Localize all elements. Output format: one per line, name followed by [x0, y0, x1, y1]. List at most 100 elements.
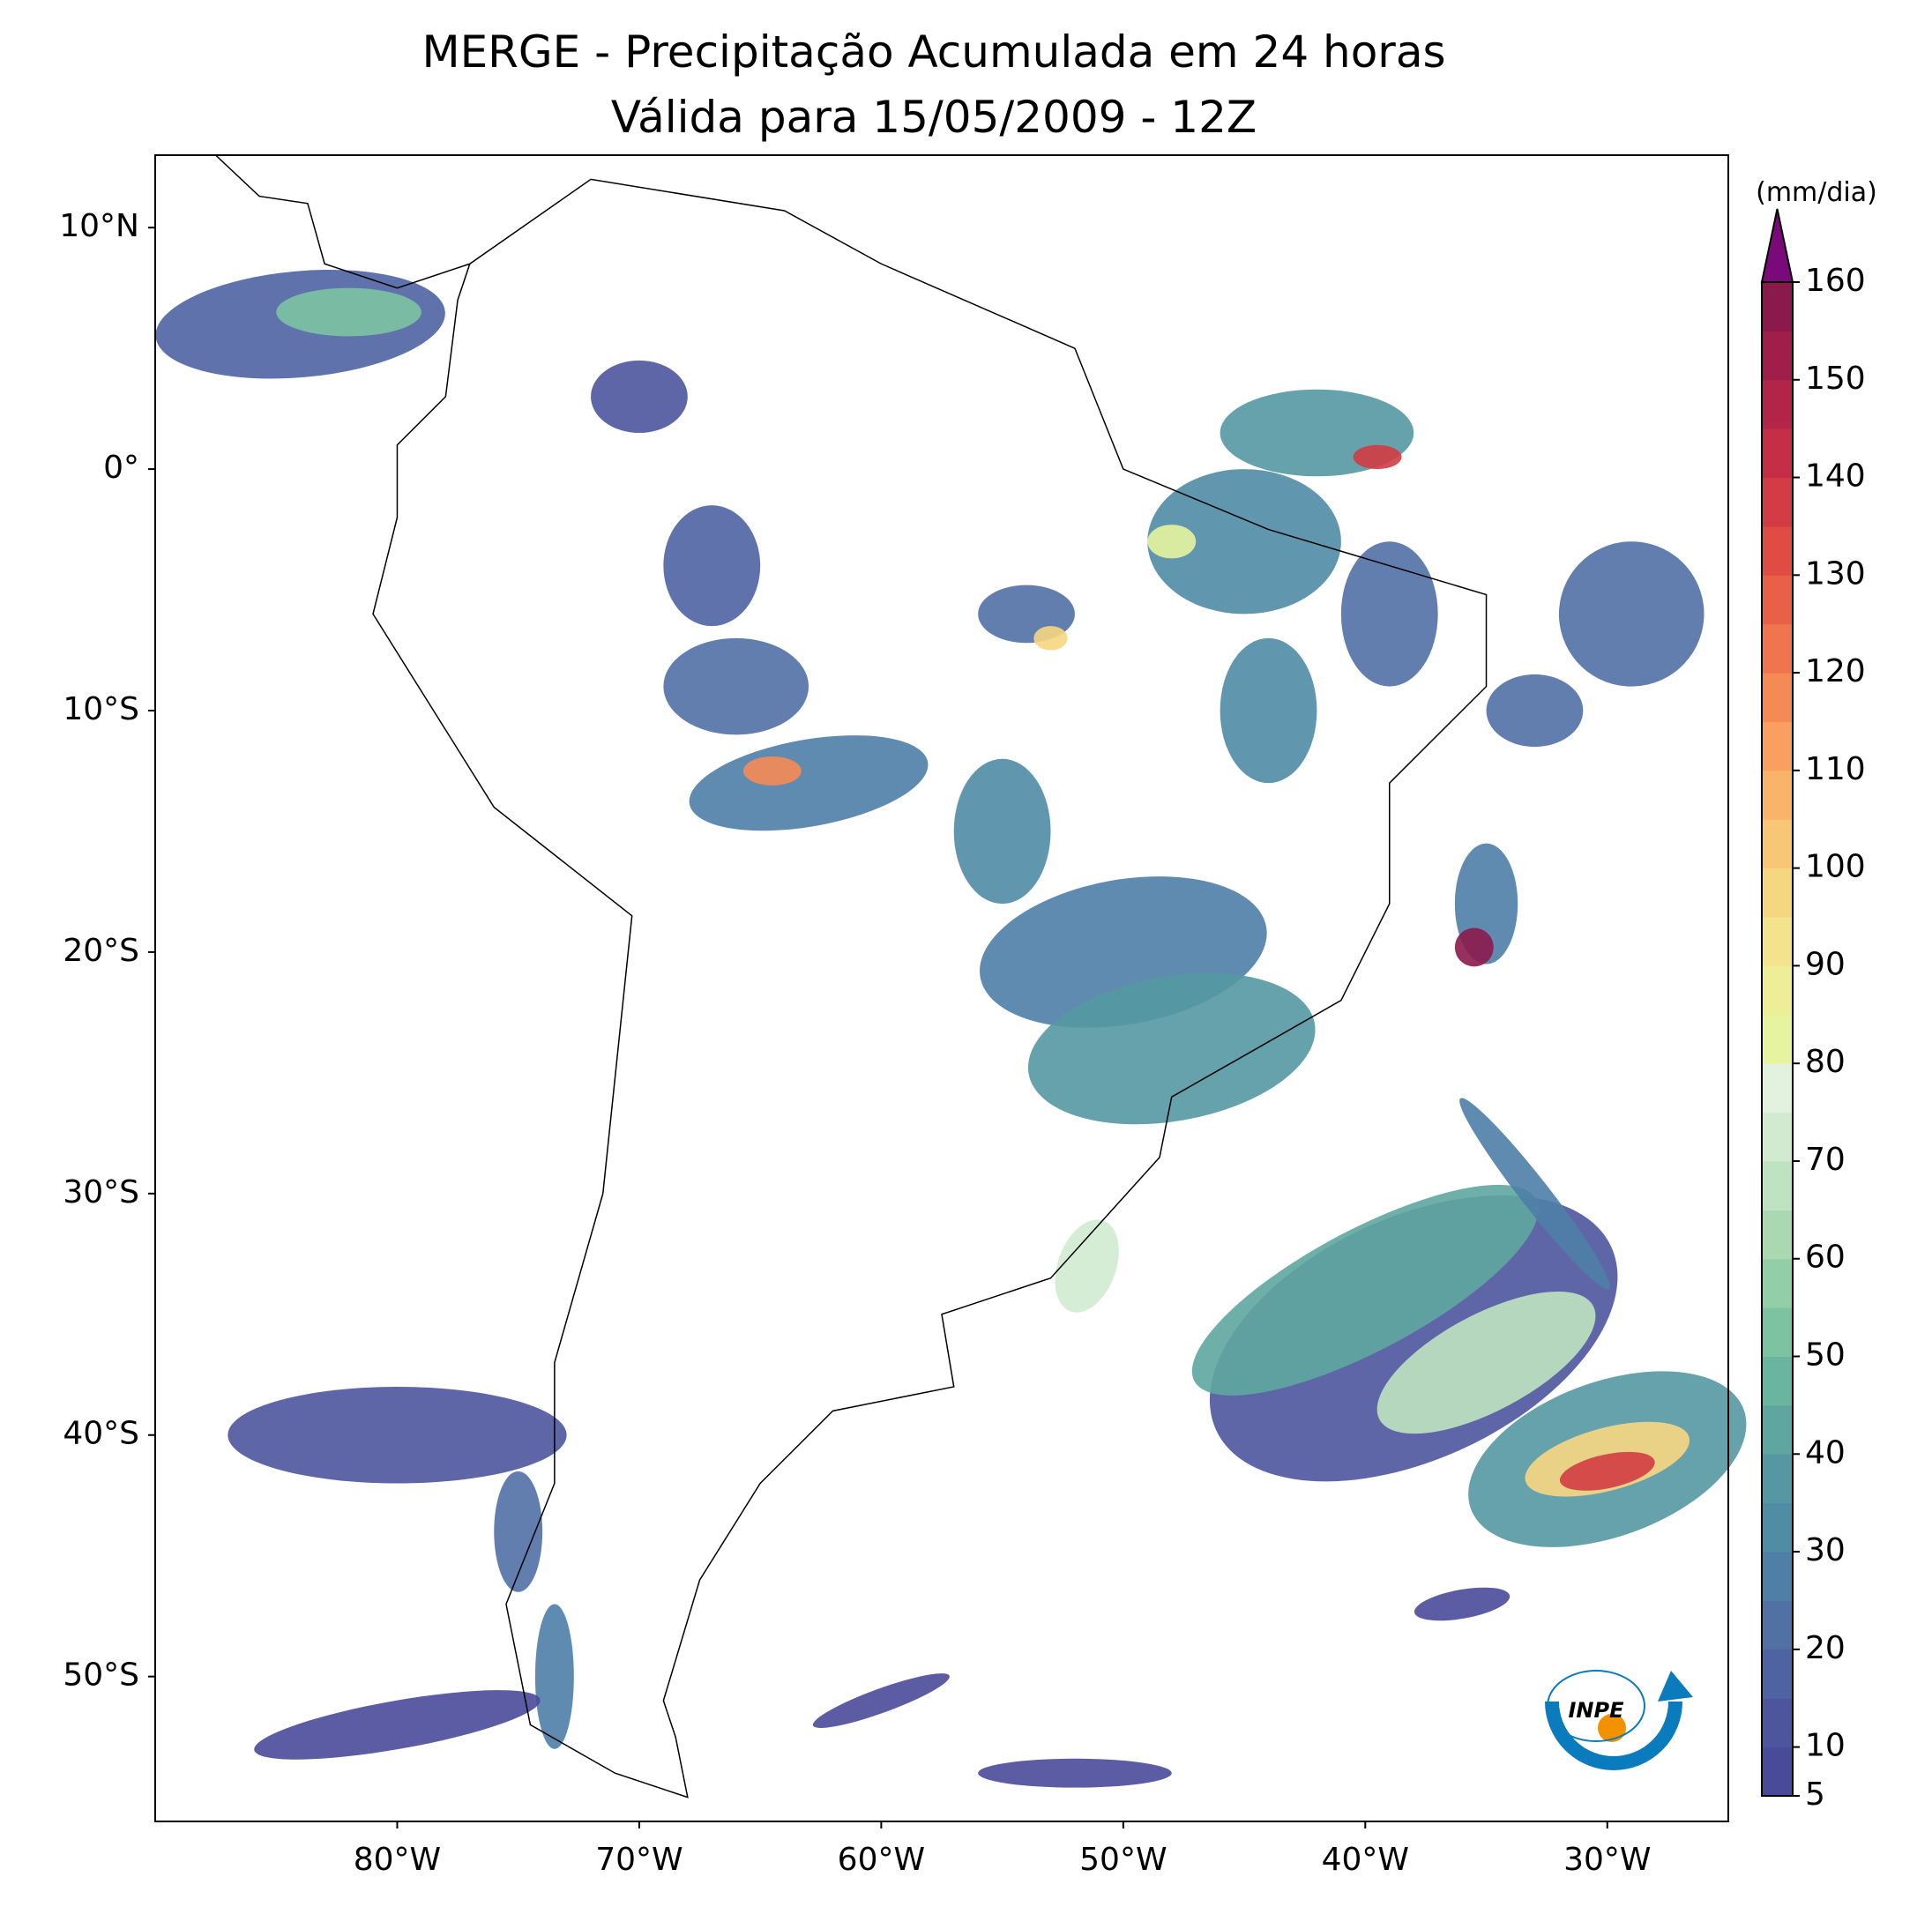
- precip-area: [812, 1673, 950, 1729]
- precip-area: [742, 756, 802, 786]
- colorbar-extend: [1760, 208, 1794, 283]
- colorbar-band: [1762, 1063, 1793, 1113]
- colorbar-tick-label: 30: [1805, 1532, 1846, 1568]
- colorbar-tick-label: 140: [1805, 458, 1866, 495]
- y-tick-label: 30°S: [63, 1174, 139, 1210]
- precip-area: [978, 1758, 1172, 1788]
- colorbar-band: [1762, 917, 1793, 966]
- colorbar-tick-label: 40: [1805, 1434, 1846, 1471]
- colorbar-band: [1762, 1698, 1793, 1748]
- precip-area: [1414, 1587, 1511, 1621]
- colorbar-band: [1762, 1600, 1793, 1650]
- colorbar-band: [1762, 1258, 1793, 1308]
- y-tick-label: 50°S: [63, 1657, 139, 1694]
- colorbar-band: [1762, 1112, 1793, 1162]
- x-tick-label: 80°W: [354, 1842, 441, 1878]
- colorbar-band: [1762, 770, 1793, 820]
- precip-area: [1220, 637, 1317, 784]
- colorbar-band: [1762, 1210, 1793, 1260]
- precip-area: [1191, 1184, 1539, 1396]
- logo-arrow: [1658, 1671, 1693, 1702]
- colorbar-band: [1762, 428, 1793, 479]
- colorbar-band: [1762, 1454, 1793, 1504]
- x-tick-label: 60°W: [838, 1842, 925, 1878]
- precip-area: [1459, 1098, 1610, 1290]
- colorbar-band: [1762, 1649, 1793, 1699]
- precip-area: [534, 1604, 574, 1749]
- precip-area: [1559, 1451, 1655, 1491]
- colorbar-tick-label: 60: [1805, 1240, 1846, 1276]
- colorbar-tick-label: 110: [1805, 751, 1866, 787]
- precip-area: [1486, 674, 1584, 748]
- colorbar-tick-label: 100: [1805, 849, 1866, 885]
- precip-area: [1147, 469, 1341, 614]
- title: MERGE - Precipitação Acumulada em 24 hor…: [421, 26, 1445, 78]
- precip-area: [1147, 525, 1197, 559]
- colorbar-band: [1762, 1160, 1793, 1210]
- colorbar-band: [1762, 1404, 1793, 1455]
- colorbar-band: [1762, 868, 1793, 918]
- colorbar-tick-label: 120: [1805, 653, 1866, 689]
- colorbar-band: [1762, 819, 1793, 869]
- colorbar-tick-label: 160: [1805, 263, 1866, 299]
- precip-area: [1353, 444, 1402, 470]
- precip-area: [689, 735, 929, 831]
- precip-area: [663, 637, 809, 735]
- colorbar-band: [1762, 331, 1793, 381]
- colorbar-tick-label: 5: [1805, 1776, 1825, 1813]
- colorbar-frame: [1761, 281, 1794, 1797]
- colorbar-tick-label: 80: [1805, 1044, 1846, 1080]
- x-tick-label: 50°W: [1079, 1842, 1167, 1878]
- colorbar-band: [1762, 623, 1793, 674]
- colorbar-band: [1762, 477, 1793, 527]
- colorbar-band: [1762, 1014, 1793, 1064]
- precip-area: [1376, 1292, 1596, 1434]
- colorbar-band: [1762, 721, 1793, 771]
- colorbar-band: [1762, 965, 1793, 1016]
- precip-area: [228, 1386, 567, 1484]
- colorbar-tick-label: 50: [1805, 1337, 1846, 1374]
- colorbar-tick-label: 70: [1805, 1142, 1846, 1178]
- colorbar-band: [1762, 1356, 1793, 1406]
- precip-area: [254, 1690, 541, 1760]
- colorbar-tick-label: 20: [1805, 1630, 1846, 1666]
- y-tick-label: 0°: [103, 450, 139, 486]
- colorbar-band: [1762, 282, 1793, 331]
- x-tick-label: 30°W: [1563, 1842, 1651, 1878]
- y-tick-label: 40°S: [63, 1416, 139, 1452]
- precip-area: [1558, 541, 1704, 687]
- colorbar-tick-label: 90: [1805, 946, 1846, 982]
- colorbar-tick-label: 10: [1805, 1728, 1846, 1764]
- y-tick-label: 10°S: [63, 691, 139, 727]
- precip-area: [1340, 541, 1438, 687]
- precip-area: [1027, 972, 1316, 1125]
- coastline: [215, 154, 1488, 1799]
- logo-dot: [1598, 1714, 1626, 1742]
- precip-area: [953, 758, 1051, 905]
- y-tick-label: 20°S: [63, 933, 139, 969]
- colorbar-tick-label: 150: [1805, 361, 1866, 397]
- precip-area: [494, 1471, 543, 1592]
- precip-area: [1454, 927, 1494, 967]
- colorbar-band: [1762, 673, 1793, 722]
- colorbar-band: [1762, 1502, 1793, 1553]
- colorbar-band: [1762, 379, 1793, 429]
- precip-area: [663, 505, 761, 627]
- colorbar-band: [1762, 1307, 1793, 1358]
- y-tick-label: 10°N: [59, 208, 139, 244]
- colorbar-band: [1762, 1746, 1793, 1797]
- precip-area: [276, 287, 421, 337]
- colorbar-band: [1762, 1552, 1793, 1601]
- x-tick-label: 40°W: [1322, 1842, 1409, 1878]
- colorbar-tick-label: 130: [1805, 555, 1866, 592]
- precip-area: [1055, 1219, 1119, 1313]
- colorbar-unit: (mm/dia): [1756, 177, 1877, 208]
- subtitle: Válida para 15/05/2009 - 12Z: [611, 92, 1257, 143]
- precip-area: [1033, 626, 1068, 651]
- map-area: [155, 154, 1747, 1799]
- x-tick-label: 70°W: [595, 1842, 683, 1878]
- frame: [154, 154, 1729, 1822]
- logo-orbit: [1547, 1670, 1645, 1742]
